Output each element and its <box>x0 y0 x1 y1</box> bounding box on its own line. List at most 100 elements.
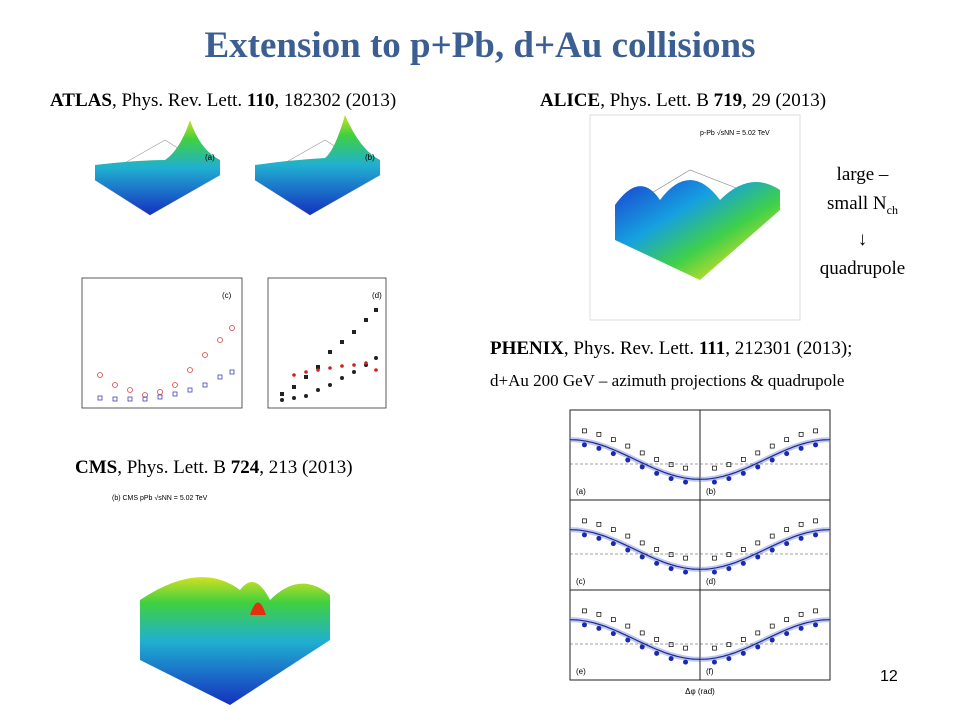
note-text: small N <box>827 193 887 214</box>
phenix-subtitle: d+Au 200 GeV – azimuth projections & qua… <box>490 371 845 390</box>
marker <box>683 465 688 471</box>
marker <box>654 560 660 566</box>
marker <box>813 608 818 614</box>
slide-title: Extension to p+Pb, d+Au collisions <box>204 25 756 66</box>
marker <box>784 617 790 622</box>
marker <box>639 630 645 636</box>
marker <box>755 450 761 456</box>
marker <box>654 637 660 642</box>
fit-band <box>569 527 701 572</box>
alice-figure: p-Pb √sNN = 5.02 TeV <box>589 114 801 321</box>
marker <box>798 625 804 631</box>
marker <box>740 457 746 462</box>
marker <box>813 532 819 538</box>
marker <box>740 560 746 566</box>
panel <box>267 277 387 409</box>
markers <box>97 369 235 402</box>
markers <box>280 308 378 402</box>
pages: , 29 (2013) <box>742 90 827 111</box>
side-note: large – small Nch ↓ quadrupole <box>800 160 925 283</box>
marker <box>596 611 602 617</box>
marker <box>610 437 616 442</box>
fit-curve <box>699 529 831 570</box>
volume: 110 <box>246 90 275 111</box>
marker <box>798 611 804 617</box>
marker <box>784 541 790 547</box>
marker <box>596 535 602 541</box>
marker <box>769 533 775 539</box>
marker <box>668 552 674 558</box>
phenix-citation: PHENIX, Phys. Rev. Lett. 111, 212301 (20… <box>490 338 852 360</box>
fit-band <box>699 617 831 662</box>
panel <box>699 409 831 501</box>
marker <box>726 566 732 572</box>
markers <box>97 325 235 398</box>
marker <box>798 535 804 541</box>
panel-label: (a) <box>205 153 215 162</box>
cms-citation: CMS, Phys. Lett. B 724, 213 (2013) <box>75 457 353 479</box>
phenix-figure: (a) (b) (c) (d) (e) (f) Δφ (rad) <box>569 409 831 696</box>
marker <box>625 547 631 553</box>
marker <box>813 428 818 434</box>
fit-curve <box>569 529 701 570</box>
marker <box>784 451 790 457</box>
panel-label: (b) <box>365 153 375 162</box>
volume: 719 <box>713 90 743 111</box>
marker <box>639 554 645 560</box>
marker <box>654 470 660 476</box>
experiment: ATLAS <box>50 90 112 111</box>
marker <box>683 645 688 651</box>
marker <box>683 569 689 575</box>
experiment: ALICE <box>540 90 601 111</box>
panel-label: (f) <box>706 667 714 676</box>
marker <box>610 617 616 622</box>
note-sub: ch <box>886 202 898 217</box>
journal: , Phys. Rev. Lett. <box>111 90 247 111</box>
marker <box>625 623 631 629</box>
atlas-citation: ATLAS, Phys. Rev. Lett. 110, 182302 (201… <box>50 90 396 112</box>
frame <box>88 486 346 716</box>
figure-label: (b) CMS pPb √sNN = 5.02 TeV <box>112 494 208 502</box>
marker <box>784 527 790 532</box>
marker <box>711 479 717 485</box>
marker <box>769 457 775 463</box>
marker <box>654 650 660 656</box>
marker <box>726 476 732 482</box>
marker <box>625 457 631 463</box>
marker <box>726 552 732 558</box>
marker <box>726 642 732 648</box>
marker <box>596 625 602 631</box>
marker <box>726 462 732 468</box>
fit-band <box>569 437 701 482</box>
marker <box>740 650 746 656</box>
marker <box>596 521 602 527</box>
panel-label: (c) <box>222 291 232 300</box>
figure-label: p-Pb √sNN = 5.02 TeV <box>700 129 770 137</box>
panel-label: (a) <box>576 487 586 496</box>
panel-label: (d) <box>706 577 716 586</box>
alice-citation: ALICE, Phys. Lett. B 719, 29 (2013) <box>540 90 826 112</box>
marker <box>755 464 761 470</box>
marker <box>784 437 790 442</box>
marker <box>769 547 775 553</box>
marker <box>625 443 631 449</box>
marker <box>625 533 631 539</box>
note-line: large – <box>836 164 889 185</box>
fit-curve <box>569 619 701 660</box>
fit-band <box>699 437 831 482</box>
marker <box>769 623 775 629</box>
marker <box>712 465 717 471</box>
atlas-figure: (a) (b) (c) (d) <box>81 115 387 409</box>
panel-label: (d) <box>372 291 382 300</box>
marker <box>755 540 761 546</box>
frame <box>589 114 801 321</box>
marker <box>668 476 674 482</box>
marker <box>798 431 804 437</box>
marker <box>596 431 602 437</box>
marker <box>639 540 645 546</box>
x-axis-label: Δφ (rad) <box>685 687 715 696</box>
marker <box>683 659 689 665</box>
volume: 724 <box>230 457 260 478</box>
cms-figure: (b) CMS pPb √sNN = 5.02 TeV <box>88 486 346 716</box>
marker <box>712 645 717 651</box>
